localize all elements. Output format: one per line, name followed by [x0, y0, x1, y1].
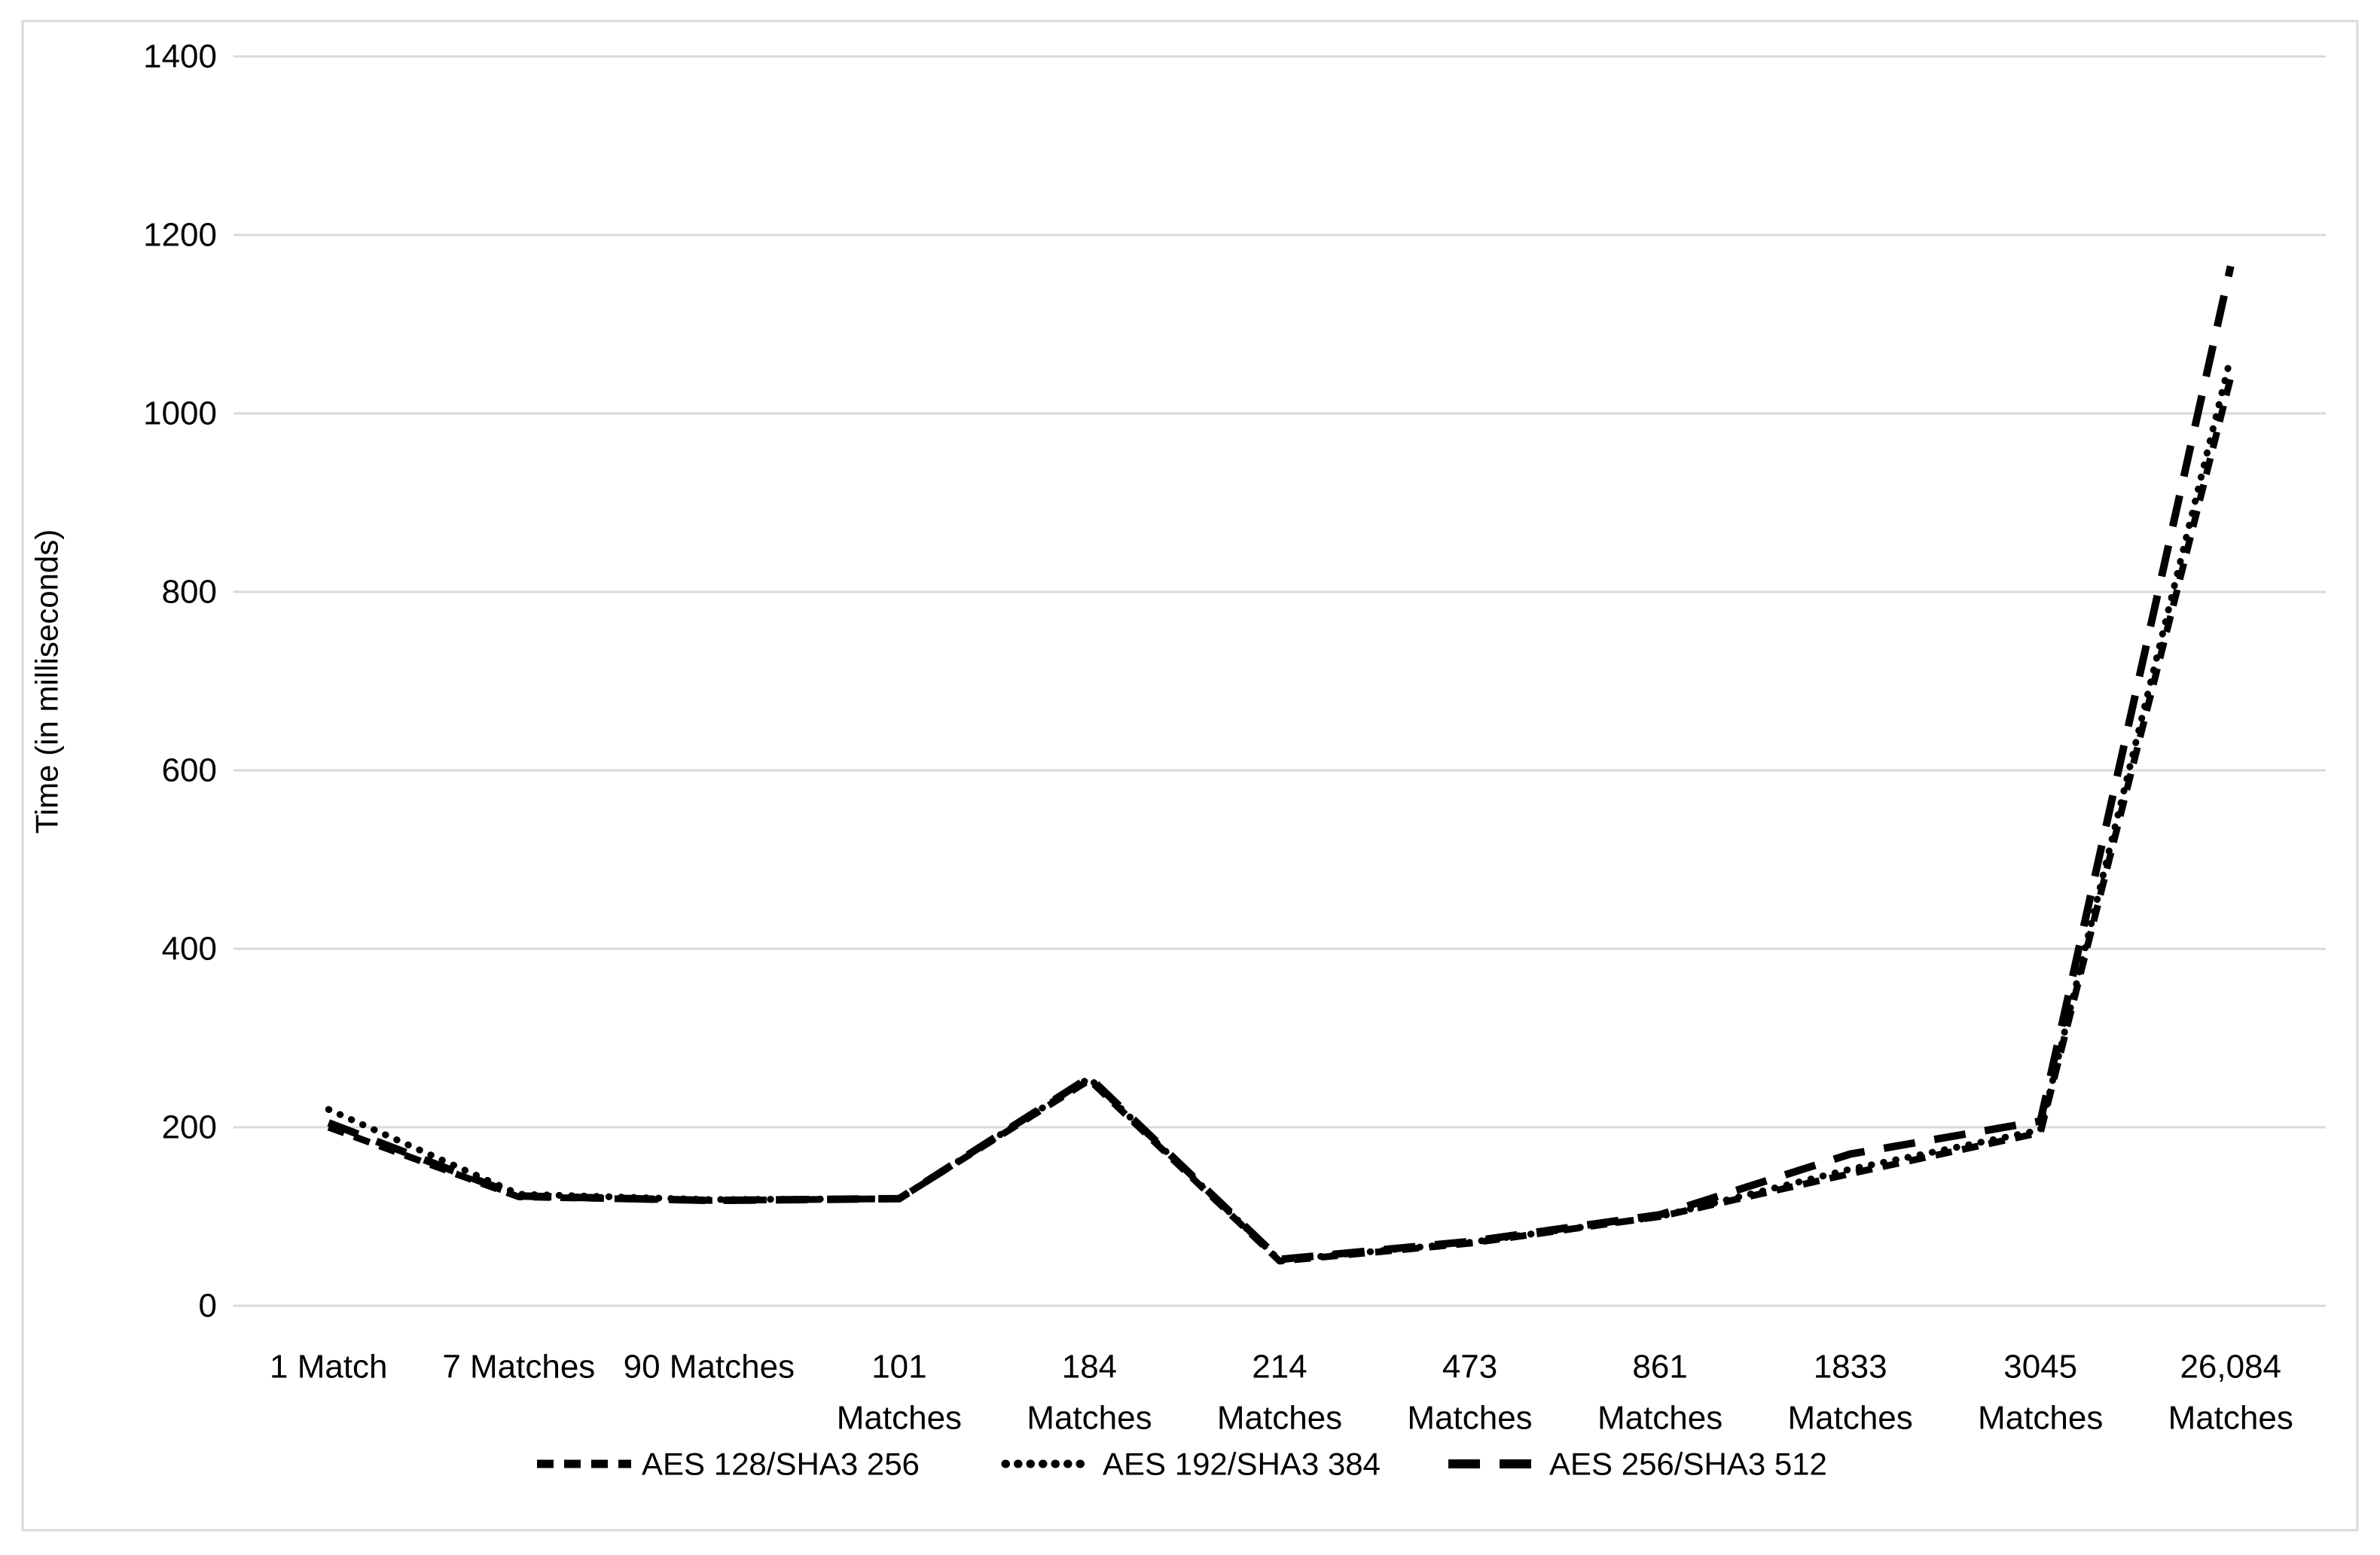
legend: AES 128/SHA3 256 AES 192/SHA3 384 AES 256/…: [537, 1447, 1827, 1482]
x-tick-label: 7 Matches: [442, 1349, 595, 1386]
series-line-aes-256-sha3-512: [327, 265, 2235, 1264]
legend-item: AES 128/SHA3 256: [537, 1447, 920, 1482]
y-axis-title: Time (in milliseconds): [29, 529, 65, 834]
y-tick-label: 200: [162, 1109, 217, 1146]
x-tick-label: 861: [1632, 1349, 1687, 1386]
x-tick-label: Matches: [1027, 1400, 1152, 1437]
y-tick-label: 400: [162, 931, 217, 968]
y-tick-label: 600: [162, 752, 217, 789]
x-tick-label: 184: [1062, 1349, 1117, 1386]
y-tick-label: 1200: [143, 217, 217, 254]
chart-border: [21, 20, 2359, 1532]
x-tick-label: Matches: [1978, 1400, 2103, 1437]
legend-label: AES 256/SHA3 512: [1549, 1447, 1827, 1482]
x-tick-label: Matches: [1407, 1400, 1532, 1437]
legend-item: AES 256/SHA3 512: [1448, 1447, 1827, 1482]
y-tick-label: 0: [199, 1288, 217, 1325]
x-tick-label: 1 Match: [270, 1349, 388, 1386]
y-tick-label: 1400: [143, 38, 217, 75]
legend-item: AES 192/SHA3 384: [1001, 1447, 1381, 1482]
x-tick-label: Matches: [837, 1400, 962, 1437]
x-tick-label: 1833: [1814, 1349, 1887, 1386]
legend-label: AES 192/SHA3 384: [1103, 1447, 1381, 1482]
x-tick-label: 90 Matches: [624, 1349, 795, 1386]
x-tick-label: 473: [1442, 1349, 1497, 1386]
x-tick-label: 3045: [2003, 1349, 2077, 1386]
x-tick-label: Matches: [1597, 1400, 1722, 1437]
x-tick-label: Matches: [1217, 1400, 1342, 1437]
x-tick-label: 214: [1252, 1349, 1307, 1386]
x-tick-label: 101: [871, 1349, 926, 1386]
legend-label: AES 128/SHA3 256: [642, 1447, 920, 1482]
y-tick-label: 1000: [143, 395, 217, 432]
y-tick-label: 800: [162, 574, 217, 611]
x-tick-label: Matches: [1787, 1400, 1912, 1437]
x-tick-label: Matches: [2168, 1400, 2293, 1437]
x-tick-label: 26,084: [2180, 1349, 2281, 1386]
